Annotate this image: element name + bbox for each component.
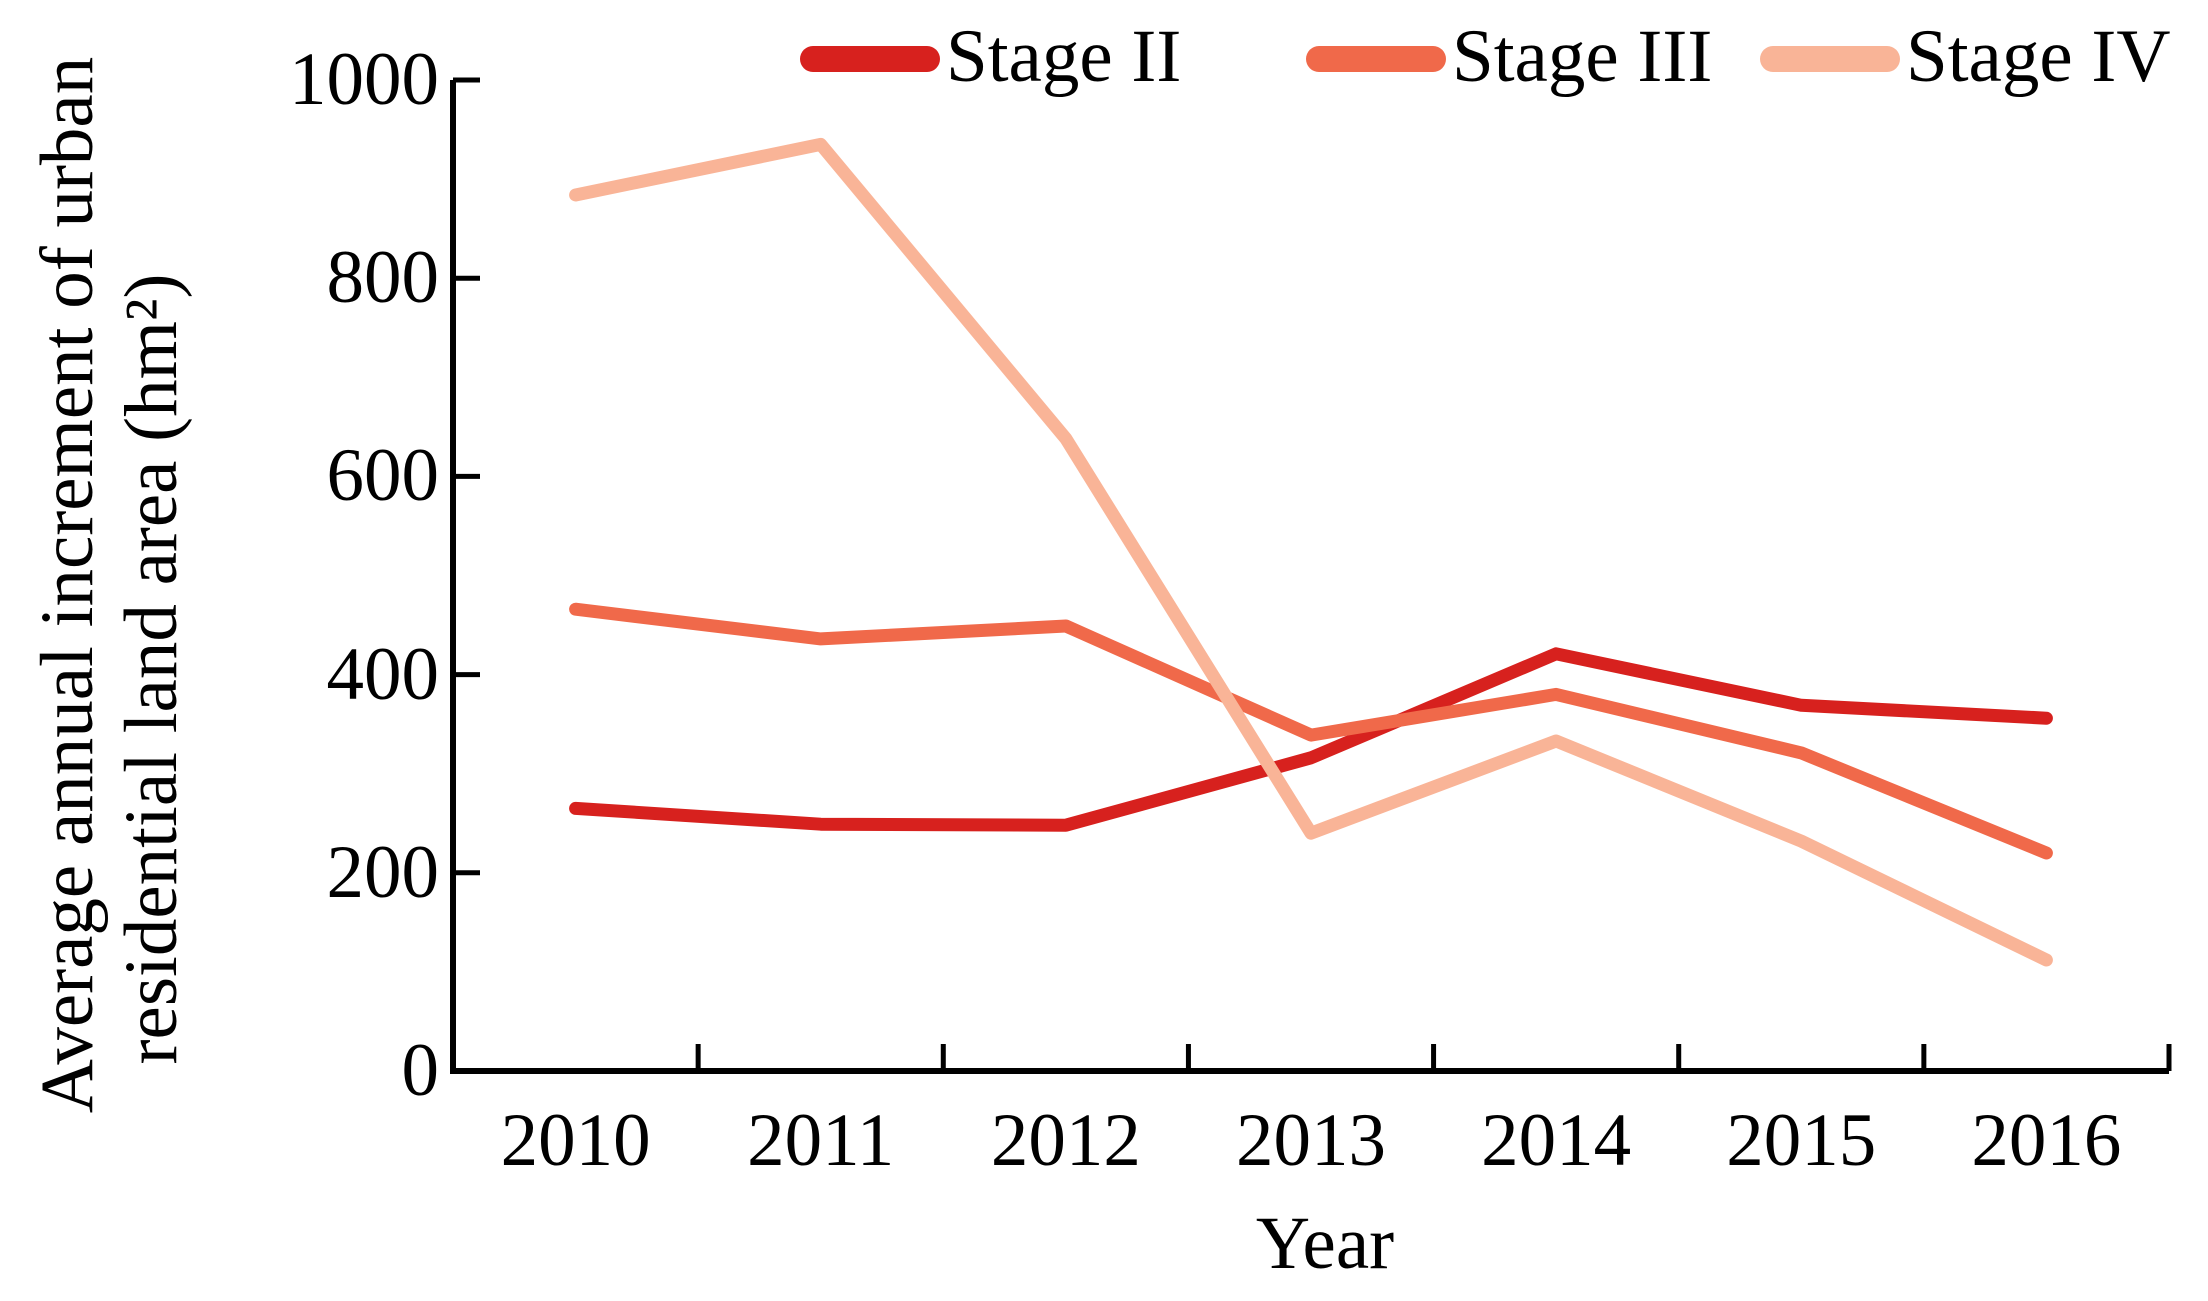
y-tick-label: 200 <box>326 830 440 914</box>
x-tick-label: 2010 <box>500 1099 651 1182</box>
axis-lines <box>450 80 2169 1074</box>
legend-swatch-stage-iv <box>1760 46 1900 72</box>
legend-label-stage-iii: Stage III <box>1452 15 1713 98</box>
x-tick-label: 2014 <box>1481 1099 1632 1182</box>
chart-legend: Stage II Stage III Stage IV <box>0 0 2208 110</box>
y-tick-label: 800 <box>326 236 440 320</box>
x-tick-label: 2016 <box>1971 1099 2122 1182</box>
x-tick-label: 2013 <box>1236 1099 1386 1182</box>
series-line-stage-iii <box>569 602 2053 860</box>
series-line-stage-iv <box>569 137 2053 967</box>
x-tick-label: 2012 <box>990 1099 1141 1182</box>
legend-label-stage-iv: Stage IV <box>1906 15 2171 98</box>
x-tick-label: 2015 <box>1726 1099 1877 1182</box>
legend-label-stage-ii: Stage II <box>946 15 1182 98</box>
legend-swatch-stage-iii <box>1306 46 1446 72</box>
y-tick-label: 400 <box>326 632 440 716</box>
x-axis-title: Year <box>1255 1202 1395 1285</box>
y-axis-title-line-1: Average annual increment of urban <box>26 56 109 1114</box>
x-tick-label: 2011 <box>747 1099 895 1182</box>
y-tick-label: 600 <box>326 434 440 518</box>
y-tick-label: 1000 <box>289 38 439 121</box>
legend-swatch-stage-ii <box>800 46 940 72</box>
y-axis-title-line-2: residential land area (hm²) <box>110 273 193 1065</box>
y-tick-label: 0 <box>401 1029 440 1112</box>
series-line-stage-ii <box>569 647 2053 832</box>
